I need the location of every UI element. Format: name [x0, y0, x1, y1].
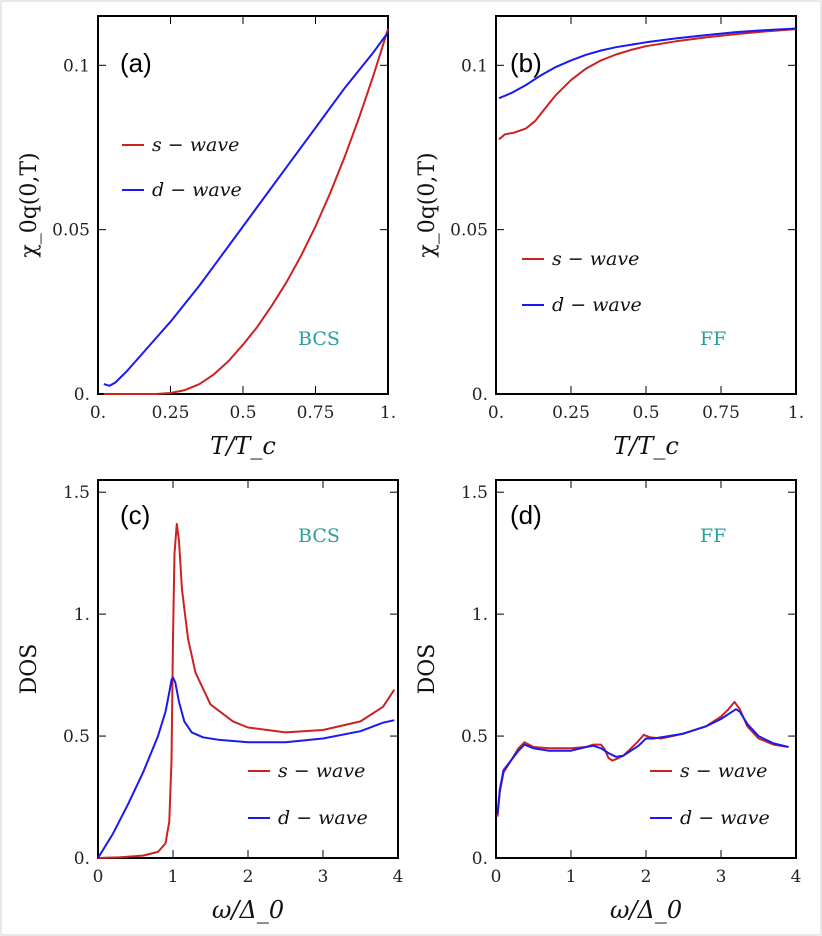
x-axis-label: ω/Δ_0 [610, 896, 682, 924]
legend-label: d − wave [152, 179, 242, 201]
y-tick-label: 0.05 [52, 221, 90, 241]
x-tick-label: 0 [491, 867, 502, 887]
y-tick-label: 1. [74, 605, 90, 625]
y-axis-label: χ_0q(0,T) [415, 152, 440, 257]
model-annotation: BCS [298, 328, 340, 350]
y-tick-label: 0. [472, 385, 488, 405]
model-annotation: FF [700, 525, 726, 547]
y-axis-label: χ_0q(0,T) [17, 152, 42, 257]
y-tick-label: 0.5 [63, 727, 90, 747]
model-annotation: FF [700, 328, 726, 350]
x-tick-label: 1. [380, 403, 396, 423]
y-tick-label: 1. [472, 605, 488, 625]
y-tick-label: 0.05 [450, 221, 488, 241]
x-axis-label: ω/Δ_0 [212, 896, 284, 924]
x-tick-label: 1. [788, 403, 804, 423]
panel-label: (a) [120, 48, 152, 78]
legend-label: s − wave [152, 134, 239, 156]
x-tick-label: 0.75 [297, 403, 335, 423]
x-axis-label: T/T_c [613, 432, 679, 460]
d-wave-curve [97, 676, 395, 859]
x-tick-label: 0.5 [632, 403, 659, 423]
x-tick-label: 2 [243, 867, 254, 887]
model-annotation: BCS [298, 525, 340, 547]
panels-group: 0. 0.25 0.5 0.75 1.0.0.050.1T/T_cχ_0q(0,T)(a… [17, 15, 804, 924]
y-tick-label: 0. [74, 385, 90, 405]
x-axis-label: T/T_c [210, 432, 276, 460]
x-tick-label: 0. [488, 403, 504, 423]
x-tick-label: 3 [318, 867, 329, 887]
x-tick-label: 0.25 [152, 403, 190, 423]
x-tick-label: 4 [393, 867, 404, 887]
legend-label: d − wave [552, 294, 642, 316]
legend-label: d − wave [278, 807, 368, 829]
x-tick-label: 0.75 [702, 403, 740, 423]
s-wave-curve [97, 522, 396, 859]
legend-label: d − wave [680, 807, 770, 829]
d-wave-curve [496, 708, 789, 815]
panel-c: 0 1 2 3 4 0. 0.5 1. 1.5 ω/Δ_0 DOS (c) BCS s − wave d −… [17, 479, 404, 924]
y-tick-label: 0.1 [461, 56, 488, 76]
legend-label: s − wave [552, 248, 639, 270]
panel-label: (c) [120, 500, 150, 530]
x-tick-label: 1 [566, 867, 577, 887]
x-tick-label: 3 [716, 867, 727, 887]
s-wave-curve [498, 28, 797, 141]
s-wave-curve [496, 700, 789, 817]
y-tick-label: 1.5 [63, 483, 90, 503]
d-wave-curve [498, 27, 797, 100]
legend-label: s − wave [680, 760, 767, 782]
x-tick-label: 4 [791, 867, 802, 887]
x-tick-label: 1 [168, 867, 179, 887]
y-tick-label: 1.5 [461, 483, 488, 503]
y-tick-label: 0. [74, 849, 90, 869]
x-tick-label: 0. [90, 403, 106, 423]
panel-label: (b) [510, 48, 542, 78]
x-tick-label: 2 [641, 867, 652, 887]
y-axis-label: DOS [415, 644, 440, 695]
panel-label: (d) [510, 500, 542, 530]
d-wave-curve [103, 31, 389, 387]
y-axis-label: DOS [17, 644, 42, 695]
s-wave-curve [103, 28, 389, 395]
panel-d: 0 1 2 3 4 0. 0.5 1. 1.5 ω/Δ_0 DOS (d) FF s − wave d − … [415, 479, 802, 924]
legend-label: s − wave [278, 760, 365, 782]
x-tick-label: 0.25 [552, 403, 590, 423]
x-tick-label: 0.5 [229, 403, 256, 423]
panel-a: 0. 0.25 0.5 0.75 1. 0. 0.05 0.1 T/T_c χ_0q(0,T) (a… [17, 15, 396, 460]
y-tick-label: 0.5 [461, 727, 488, 747]
panel-b: 0. 0.25 0.5 0.75 1. 0. 0.05 0.1 T/T_c χ_0q(0,T) (b… [415, 15, 804, 460]
y-tick-label: 0.1 [63, 56, 90, 76]
y-tick-label: 0. [472, 849, 488, 869]
x-tick-label: 0 [93, 867, 104, 887]
